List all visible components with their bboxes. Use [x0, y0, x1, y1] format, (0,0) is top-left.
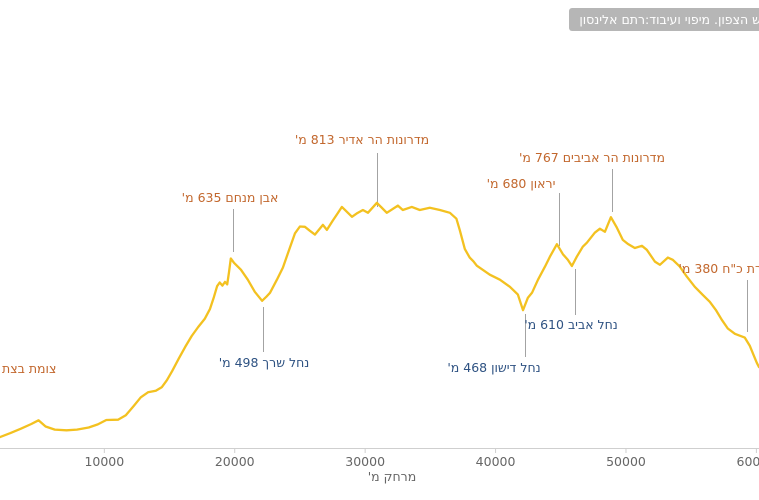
- x-tick-label: 20000: [215, 454, 255, 469]
- annotation-peak-label: רת כ"ח 380 מ': [678, 261, 759, 276]
- x-axis-title: מרחק מ': [368, 469, 416, 484]
- x-tick-label: 30000: [345, 454, 385, 469]
- annotation-valley-label: נחל אביב 610 מ': [524, 317, 618, 332]
- x-tick-label: 50000: [606, 454, 646, 469]
- annotation-valley-label: נחל שרך 498 מ': [218, 355, 310, 370]
- elevation-profile-line: [0, 201, 759, 439]
- credit-badge: ש הצפון. מיפוי ועיבוד:רתם אלינסון: [569, 8, 759, 31]
- annotation-peak-label: מדרונות הר אביבים 767 מ': [518, 150, 666, 165]
- annotation-peak-label: מדרונות הר אדיר 813 מ': [294, 132, 430, 147]
- annotation-valley-label: נחל דישון 468 מ': [447, 360, 541, 375]
- x-tick-label: 10000: [84, 454, 124, 469]
- annotation-peak-label: צומת בצת: [2, 361, 57, 376]
- annotation-peak-label: אבן מנחם 635 מ': [181, 190, 279, 205]
- annotation-peak-label: יראון 680 מ': [486, 176, 556, 191]
- x-tick-label: 60000: [737, 454, 759, 469]
- x-tick-label: 40000: [476, 454, 516, 469]
